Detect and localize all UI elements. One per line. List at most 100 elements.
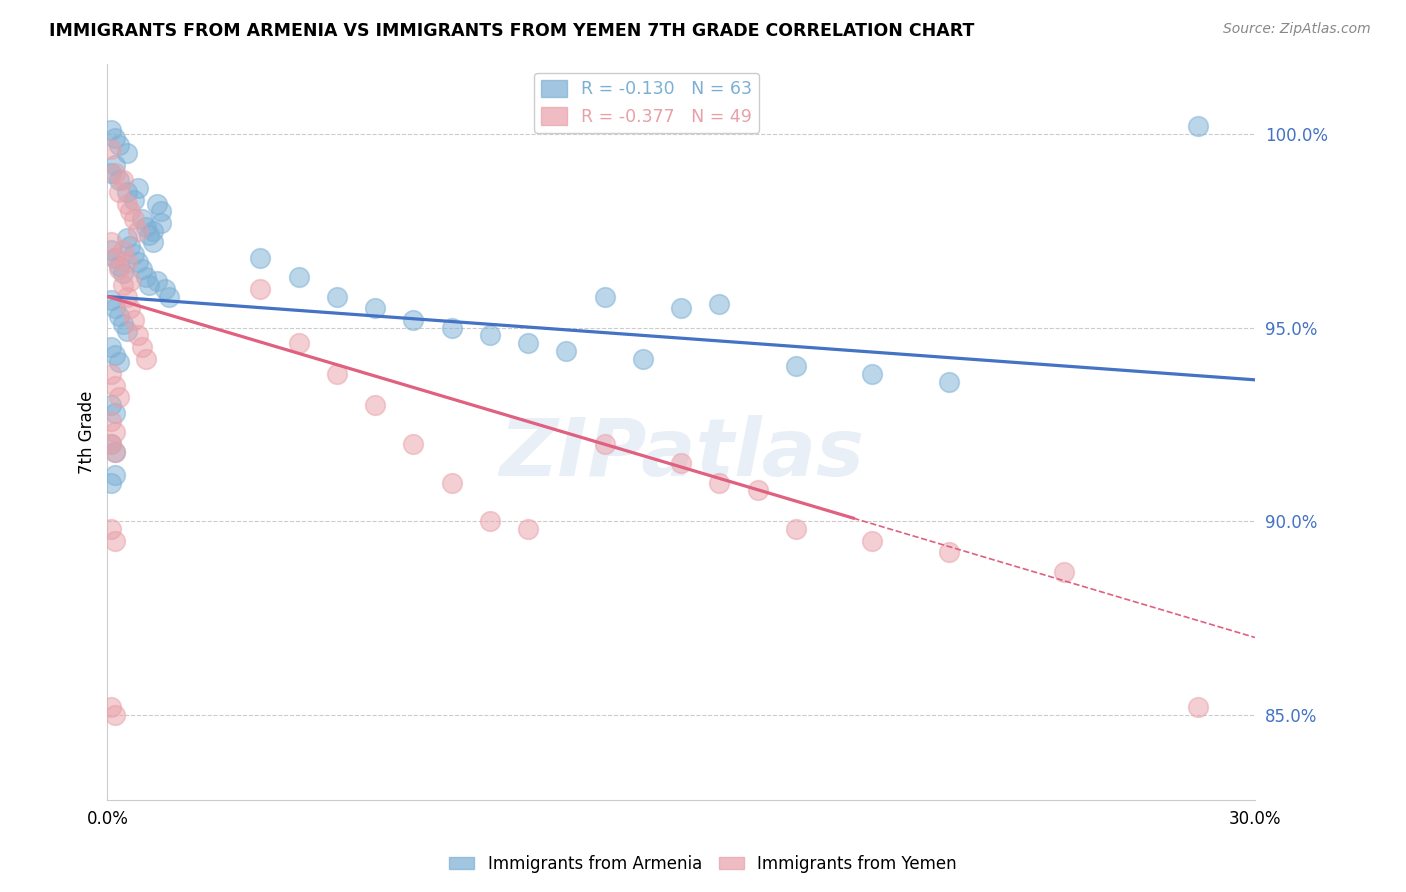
Point [122, 193, 145, 207]
Point [100, 243, 122, 257]
Point [131, 212, 153, 227]
Point [100, 475, 122, 490]
Point [122, 247, 145, 261]
Point [100, 700, 122, 714]
Point [938, 545, 960, 559]
Point [127, 181, 149, 195]
Point [127, 254, 149, 268]
Point [100, 413, 122, 427]
Point [142, 235, 165, 250]
Point [108, 355, 131, 369]
Point [111, 173, 134, 187]
Text: IMMIGRANTS FROM ARMENIA VS IMMIGRANTS FROM YEMEN 7TH GRADE CORRELATION CHART: IMMIGRANTS FROM ARMENIA VS IMMIGRANTS FR… [49, 22, 974, 40]
Point [153, 282, 176, 296]
Point [862, 367, 884, 381]
Point [115, 289, 138, 303]
Point [104, 444, 127, 458]
Point [1187, 700, 1209, 714]
Point [115, 325, 138, 339]
Point [115, 185, 138, 199]
Point [100, 340, 122, 354]
Point [135, 270, 157, 285]
Point [108, 185, 131, 199]
Point [364, 301, 387, 315]
Point [669, 301, 692, 315]
Point [104, 301, 127, 315]
Point [631, 351, 654, 366]
Point [135, 351, 157, 366]
Point [149, 216, 172, 230]
Point [104, 708, 127, 723]
Point [120, 274, 142, 288]
Point [108, 259, 131, 273]
Point [287, 336, 309, 351]
Point [108, 262, 131, 277]
Point [104, 533, 127, 548]
Point [709, 297, 731, 311]
Point [115, 146, 138, 161]
Legend: R = -0.130   N = 63, R = -0.377   N = 49: R = -0.130 N = 63, R = -0.377 N = 49 [534, 73, 759, 133]
Point [108, 173, 131, 187]
Point [104, 130, 127, 145]
Point [138, 277, 160, 292]
Point [326, 289, 349, 303]
Point [104, 467, 127, 482]
Point [517, 522, 540, 536]
Point [146, 196, 169, 211]
Point [104, 165, 127, 179]
Point [104, 378, 127, 392]
Point [104, 348, 127, 362]
Point [104, 444, 127, 458]
Point [669, 456, 692, 470]
Point [138, 227, 160, 242]
Point [747, 483, 769, 498]
Point [1053, 565, 1076, 579]
Point [326, 367, 349, 381]
Point [142, 224, 165, 238]
Point [440, 320, 463, 334]
Point [111, 277, 134, 292]
Point [100, 293, 122, 308]
Point [402, 436, 425, 450]
Point [249, 251, 271, 265]
Point [120, 204, 142, 219]
Point [157, 289, 180, 303]
Point [108, 138, 131, 153]
Point [785, 522, 807, 536]
Point [104, 251, 127, 265]
Point [478, 514, 501, 528]
Point [100, 123, 122, 137]
Point [100, 398, 122, 412]
Point [709, 475, 731, 490]
Point [111, 266, 134, 280]
Point [593, 436, 616, 450]
Point [127, 224, 149, 238]
Point [131, 340, 153, 354]
Point [100, 367, 122, 381]
Text: ZIPatlas: ZIPatlas [499, 415, 863, 493]
Point [131, 262, 153, 277]
Point [104, 425, 127, 439]
Point [111, 317, 134, 331]
Point [115, 231, 138, 245]
Point [100, 436, 122, 450]
Point [100, 165, 122, 179]
Point [555, 343, 578, 358]
Y-axis label: 7th Grade: 7th Grade [79, 391, 96, 474]
Legend: Immigrants from Armenia, Immigrants from Yemen: Immigrants from Armenia, Immigrants from… [443, 848, 963, 880]
Point [478, 328, 501, 343]
Point [104, 251, 127, 265]
Point [593, 289, 616, 303]
Point [108, 309, 131, 323]
Point [938, 375, 960, 389]
Point [146, 274, 169, 288]
Point [111, 243, 134, 257]
Point [104, 158, 127, 172]
Point [785, 359, 807, 374]
Point [100, 235, 122, 250]
Point [862, 533, 884, 548]
Point [100, 522, 122, 536]
Point [115, 196, 138, 211]
Point [517, 336, 540, 351]
Point [120, 301, 142, 315]
